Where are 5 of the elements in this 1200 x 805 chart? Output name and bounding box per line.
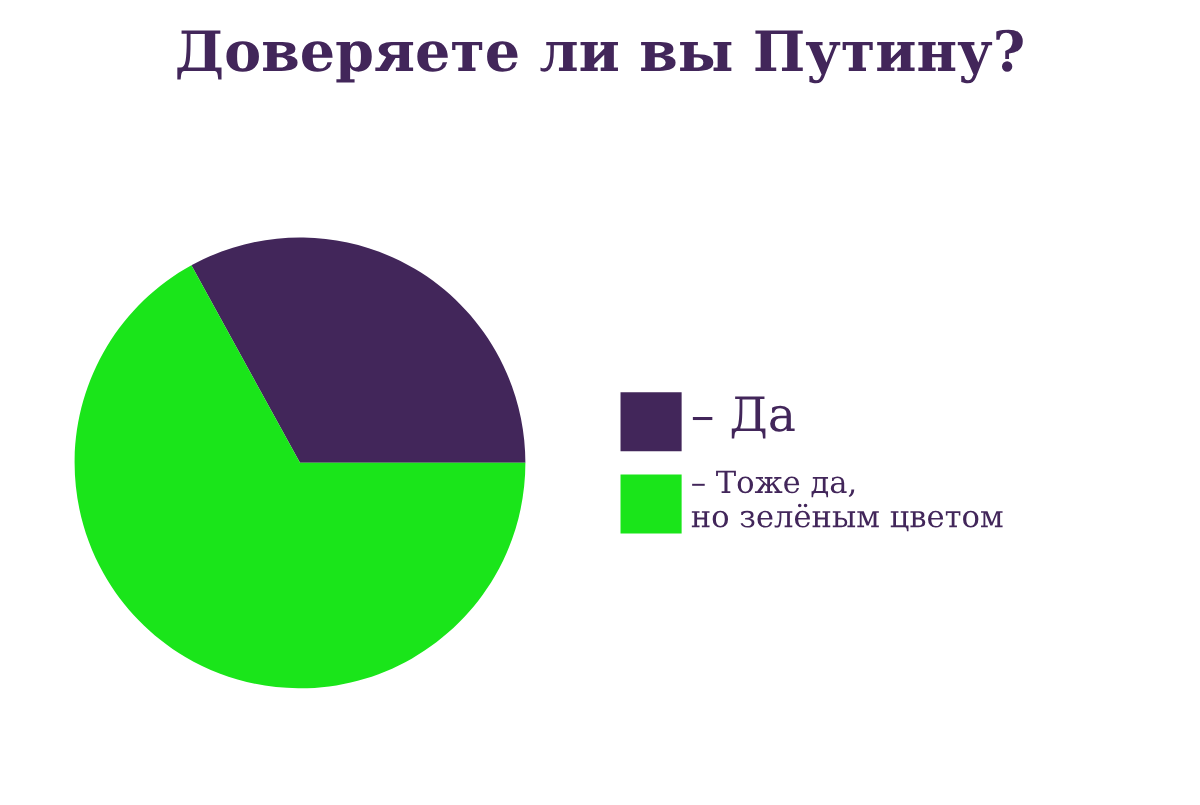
pie-slice [74, 265, 526, 689]
legend-label: – Да [692, 396, 795, 439]
chart-title: Доверяете ли вы Путину? [177, 29, 1023, 84]
legend-label: – Тоже да, но зелёным цветом [691, 470, 1003, 532]
pie-slice [191, 237, 526, 463]
